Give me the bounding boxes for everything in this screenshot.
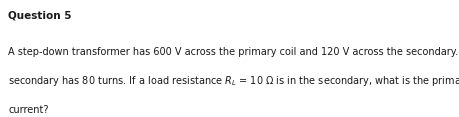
Text: A step-down transformer has 600 V across the primary coil and 120 V across the s: A step-down transformer has 600 V across… xyxy=(8,47,459,57)
Text: secondary has 80 turns. If a load resistance $R_L$ = 10 Ω is in the secondary, w: secondary has 80 turns. If a load resist… xyxy=(8,74,459,88)
Text: Question 5: Question 5 xyxy=(8,11,72,20)
Text: current?: current? xyxy=(8,105,49,115)
